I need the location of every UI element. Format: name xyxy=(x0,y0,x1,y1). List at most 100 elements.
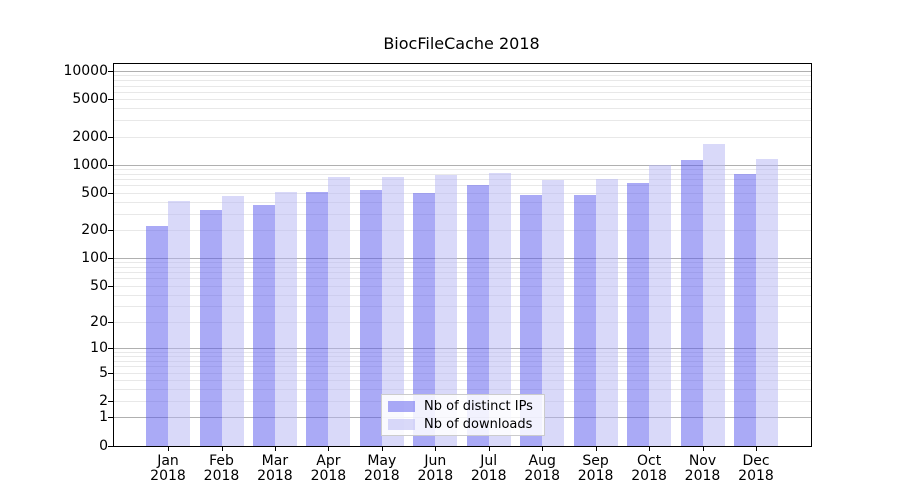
y-axis-tick-label: 1 xyxy=(99,409,108,426)
x-axis-tick-label: Apr 2018 xyxy=(310,453,347,484)
gridline-minor xyxy=(114,229,811,231)
bar-distinct-ips xyxy=(680,160,703,446)
x-axis-tick xyxy=(328,446,330,451)
bar-distinct-ips xyxy=(413,193,436,446)
y-axis-tick-label: 20 xyxy=(90,313,108,330)
gridline-minor xyxy=(114,168,811,170)
bar-distinct-ips xyxy=(199,210,222,446)
y-axis-tick xyxy=(108,257,113,259)
bar-distinct-ips xyxy=(306,192,329,446)
bar-downloads xyxy=(328,177,351,446)
legend-label: Nb of downloads xyxy=(424,416,533,432)
gridline-major xyxy=(114,71,811,73)
gridline-major xyxy=(114,257,811,259)
y-axis-tick xyxy=(108,164,113,166)
bar-distinct-ips xyxy=(520,194,543,446)
gridline-minor xyxy=(114,201,811,203)
x-axis-tick xyxy=(435,446,437,451)
y-axis-tick xyxy=(108,321,113,323)
gridline-minor xyxy=(114,173,811,175)
y-axis-tick xyxy=(108,229,113,231)
x-axis-tick-label: Jun 2018 xyxy=(417,453,454,484)
bar-downloads xyxy=(542,180,565,446)
gridline-minor xyxy=(114,351,811,353)
x-axis-tick-label: Feb 2018 xyxy=(203,453,240,484)
x-axis-tick xyxy=(381,446,383,451)
gridline-minor xyxy=(114,179,811,181)
y-axis-tick-label: 10000 xyxy=(63,63,108,80)
gridline-minor xyxy=(114,278,811,280)
x-axis-tick-label: Sep 2018 xyxy=(577,453,614,484)
y-axis-tick-label: 10 xyxy=(90,340,108,356)
gridline-minor xyxy=(114,75,811,77)
chart-title: BiocFileCache 2018 xyxy=(383,34,540,53)
gridline-minor xyxy=(114,305,811,307)
gridline-major xyxy=(114,348,811,349)
legend-row: Nb of downloads xyxy=(382,415,544,433)
x-axis-tick-label: Jul 2018 xyxy=(470,453,507,484)
x-axis-tick xyxy=(274,446,276,451)
gridline-minor xyxy=(114,372,811,374)
x-axis-tick-label: May 2018 xyxy=(363,453,400,484)
gridline-minor xyxy=(114,99,811,101)
bar-downloads xyxy=(595,179,618,446)
gridline-minor xyxy=(114,272,811,274)
bar-distinct-ips xyxy=(146,226,168,446)
bar-downloads xyxy=(168,201,190,446)
x-axis-tick-label: Mar 2018 xyxy=(257,453,293,484)
y-axis-tick-label: 500 xyxy=(81,184,108,201)
x-axis-tick xyxy=(756,446,757,451)
bar-distinct-ips xyxy=(359,190,382,446)
y-axis-tick xyxy=(108,136,113,138)
gridline-minor xyxy=(114,356,811,358)
gridline-minor xyxy=(114,389,811,391)
x-axis-tick xyxy=(702,446,704,451)
y-axis-tick xyxy=(108,71,113,73)
y-axis-tick-label: 0 xyxy=(99,437,108,454)
y-axis-tick-label: 5 xyxy=(99,364,108,381)
bar-downloads xyxy=(435,175,458,446)
gridline-minor xyxy=(114,321,811,323)
y-axis-tick xyxy=(108,348,113,349)
gridline-minor xyxy=(114,185,811,187)
x-axis-tick-label: Oct 2018 xyxy=(631,453,667,484)
legend-row: Nb of distinct IPs xyxy=(382,397,544,415)
gridline-minor xyxy=(114,80,811,82)
bar-distinct-ips xyxy=(466,184,489,446)
gridline-minor xyxy=(114,361,811,362)
gridline-minor xyxy=(114,294,811,296)
x-axis-tick xyxy=(649,446,651,451)
y-axis-tick xyxy=(108,445,113,447)
bar-downloads xyxy=(488,172,511,446)
x-axis-tick xyxy=(595,446,597,451)
gridline-minor xyxy=(114,136,811,138)
bar-downloads xyxy=(381,177,404,446)
bar-distinct-ips xyxy=(252,205,275,446)
y-axis-tick xyxy=(108,99,113,101)
bar-distinct-ips xyxy=(734,174,756,446)
x-axis-tick-label: Jan 2018 xyxy=(150,453,186,484)
gridline-major xyxy=(114,164,811,166)
y-axis-tick-label: 1000 xyxy=(72,156,108,173)
x-axis-tick xyxy=(168,446,169,451)
gridline-minor xyxy=(114,120,811,121)
y-axis-tick-label: 2000 xyxy=(72,128,108,145)
gridline-minor xyxy=(114,380,811,382)
bar-downloads xyxy=(649,164,672,446)
bar-distinct-ips xyxy=(573,194,596,446)
y-axis-tick xyxy=(108,192,113,194)
y-axis-tick xyxy=(108,372,113,374)
gridline-minor xyxy=(114,262,811,264)
y-axis-tick-label: 200 xyxy=(81,221,108,238)
y-axis-tick-label: 100 xyxy=(81,249,108,266)
x-axis-tick-label: Dec 2018 xyxy=(738,453,774,484)
gridline-minor xyxy=(114,266,811,268)
gridline-minor xyxy=(114,213,811,215)
legend: Nb of distinct IPs Nb of downloads xyxy=(381,394,545,436)
bar-distinct-ips xyxy=(627,183,650,446)
y-axis-tick xyxy=(108,285,113,287)
x-axis-tick xyxy=(542,446,544,451)
gridline-minor xyxy=(114,192,811,194)
y-axis-tick xyxy=(108,417,113,419)
